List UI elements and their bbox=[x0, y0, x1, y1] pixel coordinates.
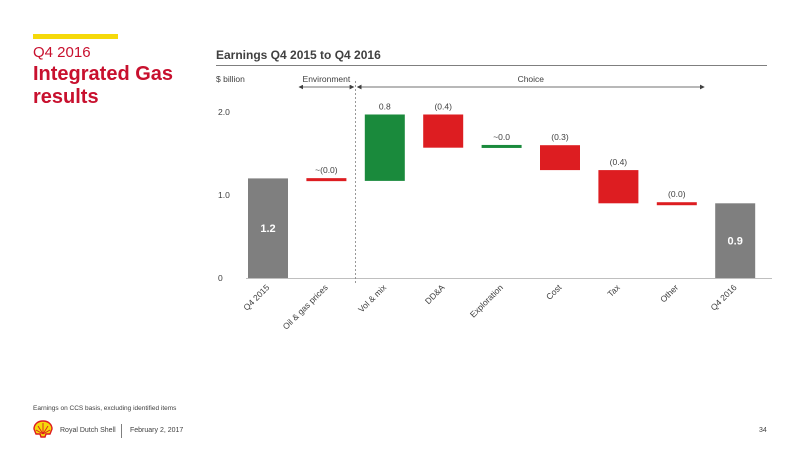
waterfall-bar bbox=[540, 145, 580, 171]
x-tick-label: Q4 2016 bbox=[708, 282, 738, 312]
waterfall-bar bbox=[364, 114, 405, 181]
y-tick-label: 2.0 bbox=[218, 107, 230, 117]
data-label: (0.0) bbox=[668, 189, 686, 199]
company-name: Royal Dutch Shell bbox=[60, 427, 116, 434]
data-label: (0.4) bbox=[434, 101, 452, 111]
data-label: 1.2 bbox=[260, 223, 275, 235]
waterfall-bar bbox=[481, 144, 522, 148]
data-label: (0.3) bbox=[551, 132, 569, 142]
waterfall-bar bbox=[248, 178, 288, 278]
waterfall-bar bbox=[715, 203, 756, 278]
x-tick-label: Other bbox=[658, 282, 680, 304]
group-label-background bbox=[298, 73, 355, 85]
group-label: Choice bbox=[518, 74, 545, 84]
x-tick-label: Cost bbox=[544, 282, 564, 302]
waterfall-bar bbox=[306, 178, 347, 182]
data-label: 0.9 bbox=[728, 236, 743, 248]
waterfall-bar bbox=[423, 114, 464, 148]
x-tick-label: Exploration bbox=[468, 282, 505, 319]
accent-bar bbox=[33, 34, 118, 39]
shell-logo-icon bbox=[33, 420, 53, 438]
data-label: (0.4) bbox=[610, 157, 628, 167]
y-axis-label: $ billion bbox=[216, 74, 245, 84]
x-tick-label: Oil & gas prices bbox=[281, 282, 330, 331]
group-label-background bbox=[513, 73, 549, 85]
y-tick-label: 0 bbox=[218, 273, 223, 283]
x-tick-label: Tax bbox=[605, 282, 622, 299]
presentation-date: February 2, 2017 bbox=[130, 427, 184, 434]
title-rule bbox=[216, 65, 767, 66]
data-label: 0.8 bbox=[379, 101, 391, 111]
footnote: Earnings on CCS basis, excluding identif… bbox=[33, 405, 177, 412]
y-tick-label: 1.0 bbox=[218, 190, 230, 200]
waterfall-bar bbox=[598, 170, 639, 204]
x-tick-label: Vol & mix bbox=[356, 282, 389, 315]
footer-divider bbox=[121, 424, 122, 438]
x-tick-label: Q4 2015 bbox=[241, 282, 271, 312]
group-label: Environment bbox=[303, 74, 351, 84]
page-number: 34 bbox=[759, 427, 767, 434]
chart-title: Earnings Q4 2015 to Q4 2016 bbox=[216, 48, 381, 62]
x-tick-label: DD&A bbox=[423, 282, 447, 306]
data-label: ~(0.0) bbox=[315, 165, 338, 175]
data-label: ~0.0 bbox=[493, 132, 510, 142]
section-label: Q4 2016 bbox=[33, 44, 91, 61]
page-title: Integrated Gas results bbox=[33, 63, 174, 108]
waterfall-bar bbox=[656, 202, 697, 206]
